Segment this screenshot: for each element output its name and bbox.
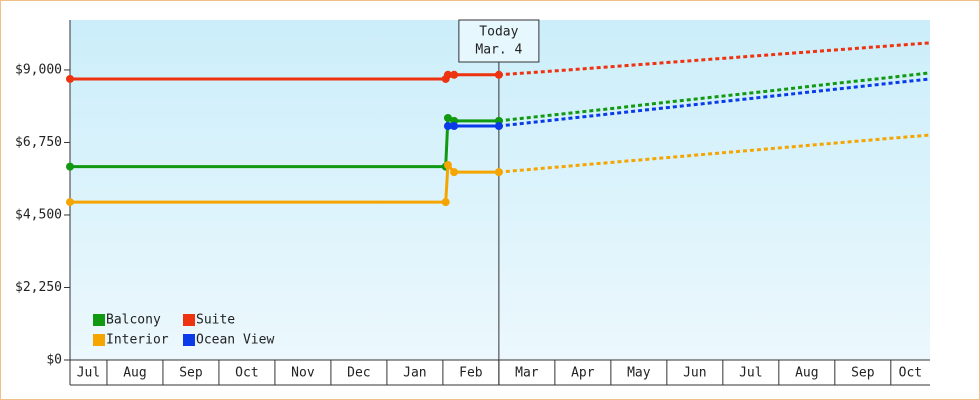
point xyxy=(494,70,503,79)
forecast-line xyxy=(498,71,931,123)
x-tick-label: May xyxy=(627,366,651,381)
forecast-line xyxy=(498,77,931,128)
x-tick-label: Sep xyxy=(179,366,203,381)
x-tick-label: Aug xyxy=(795,366,818,381)
x-tick-label: Jun xyxy=(683,366,706,381)
forecast-line xyxy=(498,133,931,174)
x-tick-label: Jul xyxy=(77,366,100,381)
point xyxy=(443,161,452,170)
x-tick-label: Nov xyxy=(291,366,315,381)
legend-label: Interior xyxy=(106,333,169,348)
point xyxy=(443,122,452,131)
point xyxy=(66,74,74,83)
legend-swatch xyxy=(183,314,195,326)
x-tick-label: Apr xyxy=(571,366,595,381)
today-box xyxy=(458,19,540,63)
y-tick-label: $6,750 xyxy=(15,135,62,150)
legend-label: Ocean View xyxy=(196,333,274,348)
today-date: Mar. 4 xyxy=(475,43,522,58)
x-tick-label: Sep xyxy=(851,366,875,381)
y-tick-label: $0 xyxy=(46,353,62,368)
legend-swatch xyxy=(93,314,105,326)
point xyxy=(450,168,459,177)
point xyxy=(66,198,74,207)
y-tick-label: $4,500 xyxy=(15,207,62,222)
legend-label: Suite xyxy=(196,313,235,328)
y-tick-label: $2,250 xyxy=(15,280,62,295)
y-tick-label: $9,000 xyxy=(15,62,62,77)
point xyxy=(66,162,74,171)
x-tick-label: Jan xyxy=(403,366,426,381)
today-label: Today xyxy=(479,25,518,40)
x-tick-label: Feb xyxy=(459,366,483,381)
point xyxy=(494,168,503,177)
forecast-line xyxy=(498,41,931,77)
point xyxy=(450,70,459,79)
x-tick-label: Aug xyxy=(123,366,146,381)
point xyxy=(443,70,452,79)
legend-swatch xyxy=(183,334,195,346)
point xyxy=(450,122,459,131)
point xyxy=(443,113,452,122)
legend-swatch xyxy=(93,334,105,346)
x-tick-label: Mar xyxy=(515,366,539,381)
point xyxy=(494,122,503,131)
x-tick-label: Dec xyxy=(347,366,370,381)
x-tick-label: Oct xyxy=(235,366,258,381)
point xyxy=(441,198,450,207)
x-tick-label: Oct xyxy=(899,366,922,381)
x-tick-label: Jul xyxy=(739,366,762,381)
legend-label: Balcony xyxy=(106,313,161,328)
